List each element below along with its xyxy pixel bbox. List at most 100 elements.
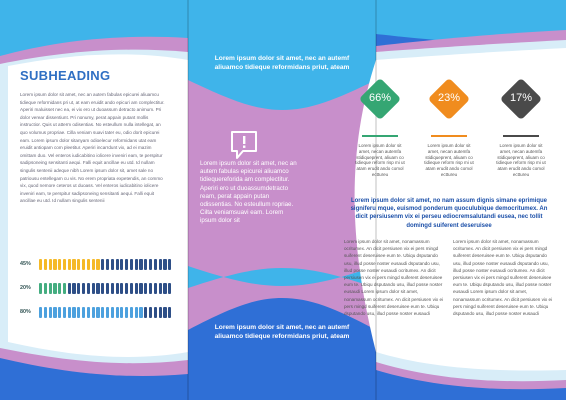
progress-segment — [67, 259, 71, 270]
progress-segment — [43, 259, 47, 270]
progress-segment — [101, 259, 105, 270]
right-white-area — [354, 48, 566, 371]
right-lead-text: Lorem ipsum dolor sit amet, no nam assum… — [350, 198, 548, 229]
progress-segment — [48, 259, 52, 270]
stat-value-1: 66% — [368, 92, 392, 104]
progress-segment — [43, 307, 47, 318]
progress-segment — [91, 307, 95, 318]
stat-text-1: Lorem ipsum dolor sit amet, necan autemf… — [355, 143, 405, 177]
progress-segment — [105, 259, 110, 270]
progress-segment — [110, 259, 114, 270]
stat-diamond-2: 23% — [427, 77, 471, 121]
progress-segment — [134, 259, 138, 270]
progress-segment — [158, 259, 162, 270]
progress-segment — [96, 307, 100, 318]
progress-segment — [86, 307, 90, 318]
progress-segment — [148, 259, 153, 270]
progress-segment — [39, 307, 43, 318]
progress-segment — [72, 259, 76, 270]
stat-underline-1 — [362, 135, 398, 137]
progress-segment — [139, 259, 143, 270]
right-column-1: Lorem ipsum dolor sit amet, nonamassum o… — [344, 239, 444, 317]
progress-segment — [43, 283, 47, 294]
progress-segment — [129, 283, 134, 294]
fold-line-left — [187, 0, 189, 400]
progress-segment — [62, 283, 67, 294]
stat-value-3: 17% — [509, 92, 533, 104]
stat-diamond-1: 66% — [358, 77, 402, 121]
mid-purple-area — [188, 80, 376, 330]
progress-segment — [120, 259, 124, 270]
progress-segment — [105, 307, 110, 318]
stat-diamond-3: 17% — [499, 77, 543, 121]
progress-label-2: 20% — [20, 285, 31, 291]
progress-segment — [72, 283, 76, 294]
progress-segment — [72, 307, 76, 318]
progress-segment — [53, 283, 57, 294]
stat-underline-2 — [431, 135, 467, 137]
progress-segment — [67, 307, 71, 318]
fold-line-right — [375, 0, 377, 400]
progress-segment — [110, 307, 114, 318]
stat-value-2: 23% — [437, 92, 461, 104]
stat-text-2: Lorem ipsum dolor sit amet, necan autemf… — [424, 143, 474, 177]
progress-segment — [153, 307, 157, 318]
progress-segment — [144, 259, 148, 270]
progress-segment — [101, 307, 105, 318]
progress-segment — [62, 307, 67, 318]
progress-segment — [168, 259, 172, 270]
progress-segment — [125, 307, 129, 318]
progress-segment — [105, 283, 110, 294]
progress-segment — [53, 307, 57, 318]
progress-segment — [115, 259, 119, 270]
progress-segment — [48, 283, 52, 294]
left-subheading: SUBHEADING — [20, 68, 111, 83]
progress-bar-2 — [39, 283, 172, 294]
mid-bottom-text: Lorem ipsum dolor sit amet, nec an autem… — [214, 324, 350, 340]
progress-segment — [129, 307, 134, 318]
progress-segment — [96, 283, 100, 294]
progress-segment — [96, 259, 100, 270]
progress-segment — [115, 307, 119, 318]
progress-segment — [120, 307, 124, 318]
progress-segment — [168, 307, 172, 318]
progress-segment — [125, 259, 129, 270]
progress-segment — [163, 307, 167, 318]
progress-segment — [129, 259, 134, 270]
progress-segment — [82, 259, 86, 270]
progress-segment — [168, 283, 172, 294]
progress-segment — [86, 283, 90, 294]
progress-segment — [58, 283, 62, 294]
progress-segment — [148, 307, 153, 318]
left-body-text: Lorem ipsum dolor sit amet, nec an autem… — [20, 92, 165, 204]
progress-segment — [91, 283, 95, 294]
mid-body-text: Lorem ipsum dolor sit amet, nec an autem… — [200, 160, 297, 225]
progress-segment — [39, 259, 43, 270]
progress-segment — [77, 307, 81, 318]
progress-segment — [82, 283, 86, 294]
progress-segment — [39, 283, 43, 294]
progress-segment — [82, 307, 86, 318]
progress-segment — [67, 283, 71, 294]
progress-segment — [144, 307, 148, 318]
progress-segment — [120, 283, 124, 294]
right-column-2: Lorem ipsum dolor sit amet, nonamassum o… — [453, 239, 553, 317]
progress-segment — [139, 283, 143, 294]
stat-text-3: Lorem ipsum dolor sit amet, necan autemf… — [496, 143, 546, 177]
progress-segment — [134, 283, 138, 294]
mid-top-text: Lorem ipsum dolor sit amet, nec an autem… — [214, 55, 350, 71]
progress-label-3: 80% — [20, 309, 31, 315]
progress-segment — [158, 283, 162, 294]
progress-segment — [48, 307, 52, 318]
progress-segment — [91, 259, 95, 270]
progress-segment — [77, 259, 81, 270]
progress-segment — [58, 307, 62, 318]
stat-underline-3 — [503, 135, 539, 137]
progress-bar-3 — [39, 307, 172, 318]
progress-segment — [58, 259, 62, 270]
progress-segment — [148, 283, 153, 294]
progress-segment — [163, 259, 167, 270]
progress-segment — [110, 283, 114, 294]
progress-segment — [62, 259, 67, 270]
